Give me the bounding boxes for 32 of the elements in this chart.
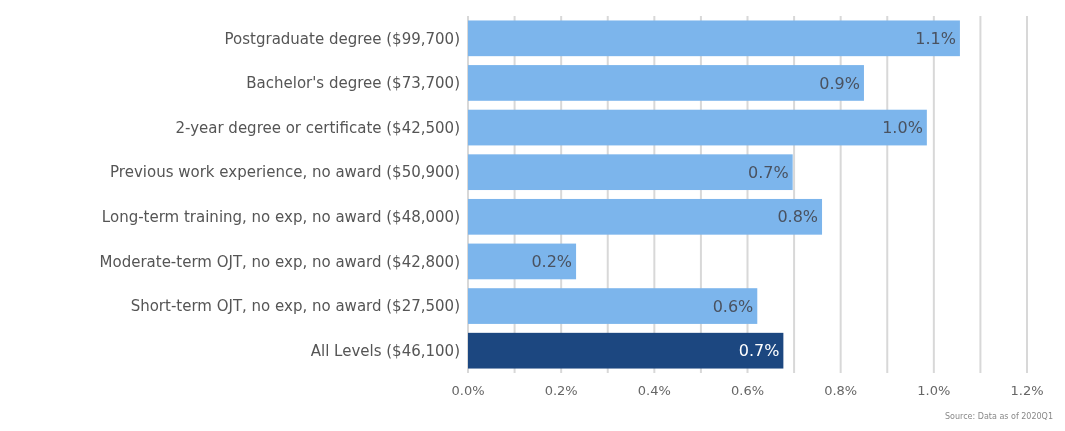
data-label: 0.6% (712, 296, 754, 316)
data-label: 1.1% (915, 28, 956, 48)
x-tick-label: 0.8% (824, 383, 858, 398)
x-tick-label: 0.4% (637, 383, 671, 398)
data-label: 0.9% (819, 73, 860, 93)
x-tick-label: 0.2% (544, 383, 578, 398)
data-label: 0.8% (777, 207, 819, 227)
y-tick-label: Long-term training, no exp, no award ($48,000) (101, 208, 460, 227)
data-label: 0.7% (738, 341, 780, 361)
source-note: Source: Data as of 2020Q1 (945, 412, 1053, 421)
y-tick-label: Moderate-term OJT, no exp, no award ($42,800) (99, 252, 460, 271)
bar (468, 154, 793, 191)
data-label: 1.0% (882, 118, 923, 138)
bar (468, 288, 758, 324)
bar (468, 198, 823, 235)
x-tick-label: 1.0% (917, 383, 951, 398)
data-label: 0.7% (748, 162, 789, 182)
y-tick-label: Postgraduate degree ($99,700) (224, 29, 460, 48)
x-tick-label: 0.0% (451, 383, 485, 398)
bar (468, 65, 864, 101)
y-tick-label: 2-year degree or certificate ($42,500) (175, 118, 460, 137)
bar (468, 243, 577, 280)
y-tick-label: All Levels ($46,100) (310, 341, 460, 360)
x-tick-label: 0.6% (730, 383, 765, 398)
y-tick-label: Short-term OJT, no exp, no award ($27,500) (130, 297, 460, 316)
bar (468, 20, 960, 57)
data-label: 0.2% (531, 252, 573, 272)
y-tick-label: Previous work experience, no award ($50,900) (110, 163, 460, 182)
y-tick-label: Bachelor's degree ($73,700) (246, 74, 460, 93)
x-tick-label: 1.2% (1010, 383, 1044, 398)
bar (468, 332, 784, 369)
bar (468, 109, 927, 146)
